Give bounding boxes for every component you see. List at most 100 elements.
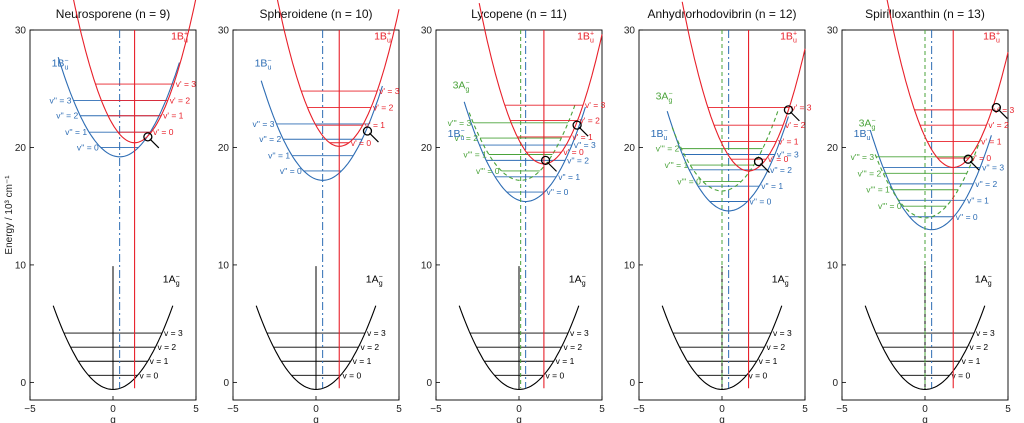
y-tick-label: 10 <box>624 260 636 271</box>
bu-minus-level-label: v'' = 2 <box>259 134 281 144</box>
y-tick-label: 0 <box>223 378 229 389</box>
crossing-point-marker <box>143 132 153 142</box>
ag-minus-curve <box>468 103 576 181</box>
y-tick-label: 0 <box>426 378 432 389</box>
y-tick-label: 20 <box>218 143 230 154</box>
bu-plus-level-label: v' = 2 <box>170 95 191 105</box>
y-tick-label: 0 <box>629 378 635 389</box>
bu-plus-level-label: v' = 1 <box>981 137 1002 147</box>
ag-minus-level-label: v''' = 0 <box>476 166 500 176</box>
x-tick-label: 5 <box>802 404 808 415</box>
bu-minus-label: 1B− u <box>651 128 668 142</box>
x-tick-label: −5 <box>227 404 239 415</box>
x-axis-label: q <box>516 415 522 423</box>
ground-state-level-label: v = 0 <box>952 370 971 380</box>
ground-state-level-label: v = 0 <box>749 370 768 380</box>
y-tick-label: 0 <box>832 378 838 389</box>
y-tick-label: 30 <box>15 26 27 37</box>
ground-state-label: 1A− g <box>772 274 789 288</box>
crossing-point-marker <box>783 105 794 115</box>
crossing-arrow <box>760 163 770 173</box>
bu-plus-level-label: v' = 3 <box>994 105 1015 115</box>
bu-plus-level-label: v' = 0 <box>563 147 584 157</box>
bu-plus-level-label: v' = 1 <box>572 132 593 142</box>
ag-minus-label: 3A− g <box>453 80 470 94</box>
crossing-point-marker <box>963 154 973 164</box>
x-tick-label: 0 <box>719 404 725 415</box>
bu-minus-level-label: v'' = 0 <box>77 142 99 152</box>
y-tick-label: 30 <box>827 26 839 37</box>
x-tick-label: 0 <box>516 404 522 415</box>
panel-title: Spirilloxanthin (n = 13) <box>865 7 985 21</box>
crossing-point-marker <box>572 120 582 130</box>
ground-state-level-label: v = 0 <box>546 370 565 380</box>
panel-2: Spheroidene (n = 10) 0 10 20 30 −5 0 5 q v = 0 v =… <box>218 0 402 423</box>
bu-plus-label: 1B+ u <box>983 30 1000 44</box>
y-tick-label: 20 <box>421 143 433 154</box>
ground-state-label: 1A− g <box>366 274 383 288</box>
ground-state-level-label: v = 3 <box>367 328 386 338</box>
bu-minus-level-label: v'' = 3 <box>253 119 275 129</box>
ground-state-level-label: v = 2 <box>157 342 176 352</box>
panel-4: Anhydrorhodovibrin (n = 12) 0 10 20 30 −5 0 5 q v… <box>624 1 812 423</box>
ag-minus-curve <box>671 109 779 192</box>
ground-state-level-label: v = 3 <box>570 328 589 338</box>
bu-plus-level-label: v' = 2 <box>580 115 601 125</box>
ground-state-level-label: v = 3 <box>164 328 183 338</box>
bu-plus-label: 1B+ u <box>780 30 797 44</box>
bu-plus-curve <box>886 0 1009 168</box>
bu-plus-level-label: v' = 3 <box>379 86 400 96</box>
panel-title: Lycopene (n = 11) <box>471 7 567 21</box>
ground-state-level-label: v = 1 <box>353 356 372 366</box>
y-tick-label: 30 <box>624 26 636 37</box>
bu-plus-label: 1B+ u <box>374 30 391 44</box>
x-tick-label: −5 <box>633 404 645 415</box>
ag-minus-level-label: v''' = 3 <box>851 152 875 162</box>
bu-plus-level-label: v' = 0 <box>971 153 992 163</box>
panel-5: Spirilloxanthin (n = 13) 0 10 20 30 −5 0 5 q v = … <box>827 0 1015 423</box>
panel-title: Neurosporene (n = 9) <box>56 7 170 21</box>
ground-state-level-label: v = 2 <box>766 342 785 352</box>
crossing-arrow <box>789 111 800 122</box>
ground-state-label: 1A− g <box>975 274 992 288</box>
crossing-arrow <box>547 161 557 172</box>
bu-minus-level-label: v'' = 0 <box>956 212 978 222</box>
x-axis-label: q <box>313 415 319 423</box>
x-tick-label: −5 <box>24 404 36 415</box>
bu-plus-curve <box>478 2 603 165</box>
crossing-point-marker <box>540 155 551 166</box>
ag-minus-level-label: v''' = 0 <box>878 201 902 211</box>
x-tick-label: −5 <box>430 404 442 415</box>
ground-state-label: 1A− g <box>569 274 586 288</box>
bu-minus-level-label: v'' = 1 <box>268 151 290 161</box>
ag-minus-curve <box>874 136 982 219</box>
ag-minus-level-label: v''' = 1 <box>463 150 487 160</box>
bu-minus-curve <box>666 111 789 212</box>
bu-minus-label: 1B− u <box>448 128 465 142</box>
crossing-arrow <box>149 138 160 149</box>
x-tick-label: 5 <box>1005 404 1011 415</box>
x-tick-label: 0 <box>922 404 928 415</box>
y-tick-label: 10 <box>421 260 433 271</box>
y-axis-label: Energy / 10³ cm⁻¹ <box>4 175 15 255</box>
ground-state-label: 1A− g <box>163 274 180 288</box>
y-tick-label: 30 <box>421 26 433 37</box>
x-axis-label: q <box>719 415 725 423</box>
x-axis-label: q <box>922 415 928 423</box>
y-tick-label: 30 <box>218 26 230 37</box>
bu-minus-level-label: v'' = 1 <box>761 181 783 191</box>
ag-minus-label: 3A− g <box>859 117 876 131</box>
crossing-arrow <box>578 126 589 137</box>
ag-minus-level-label: v''' = 2 <box>858 168 882 178</box>
bu-minus-label: 1B− u <box>854 128 871 142</box>
bu-plus-curve <box>681 1 806 172</box>
ground-state-level-label: v = 0 <box>140 370 159 380</box>
ground-state-level-label: v = 1 <box>150 356 169 366</box>
crossing-point-marker <box>991 102 1002 113</box>
ag-minus-label: 3A− g <box>656 90 673 104</box>
ag-minus-level-label: v''' = 1 <box>665 160 689 170</box>
bu-minus-level-label: v'' = 2 <box>975 179 997 189</box>
y-tick-label: 10 <box>218 260 230 271</box>
x-axis-label: q <box>110 415 116 423</box>
bu-minus-label: 1B− u <box>255 57 272 71</box>
